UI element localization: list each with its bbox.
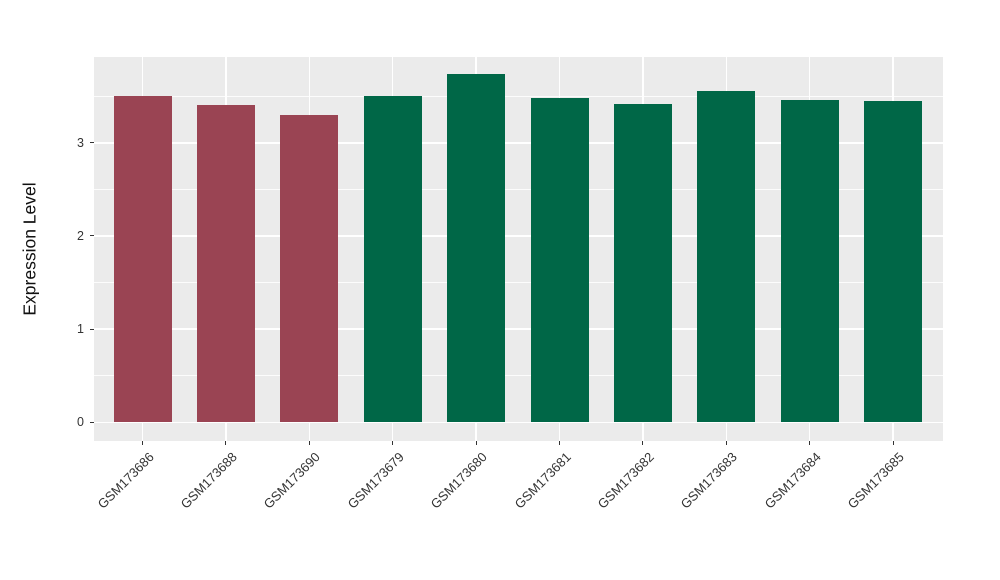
y-major-gridline: [94, 141, 943, 144]
bar-GSM173685: [864, 100, 923, 423]
bar-GSM173679: [363, 96, 422, 423]
x-tick-label-GSM173684: GSM173684: [761, 449, 824, 512]
x-tick-mark: [475, 441, 477, 445]
plot-panel: [94, 57, 943, 441]
x-tick-label-GSM173688: GSM173688: [177, 449, 240, 512]
x-tick-mark: [642, 441, 644, 445]
bar-GSM173686: [113, 96, 172, 423]
x-tick-mark: [559, 441, 560, 445]
x-tick-label-GSM173683: GSM173683: [677, 449, 741, 512]
y-major-gridline: [94, 421, 943, 424]
bar-GSM173690: [280, 114, 339, 423]
x-tick-label-GSM173681: GSM173681: [511, 449, 574, 512]
bar-GSM173680: [447, 73, 506, 423]
x-tick-label-GSM173679: GSM173679: [344, 449, 407, 512]
x-tick-label-GSM173685: GSM173685: [844, 449, 907, 512]
y-axis-title: Expression Level: [19, 182, 40, 316]
bar-GSM173684: [780, 99, 839, 423]
x-tick-label-GSM173682: GSM173682: [594, 449, 657, 512]
y-major-gridline: [94, 235, 943, 237]
y-tick-mark: [90, 421, 94, 423]
bar-GSM173681: [530, 98, 589, 423]
x-tick-mark: [392, 441, 394, 445]
bar-GSM173682: [613, 103, 672, 423]
y-tick-mark: [90, 142, 94, 144]
y-minor-gridline: [94, 188, 943, 190]
y-tick-label-1: 1: [77, 322, 84, 337]
y-tick-mark: [90, 235, 94, 237]
x-tick-label-GSM173686: GSM173686: [94, 449, 157, 512]
x-tick-mark: [308, 441, 310, 445]
y-minor-gridline: [94, 282, 943, 284]
x-tick-mark: [142, 441, 143, 445]
y-tick-mark: [90, 328, 94, 330]
x-tick-mark: [725, 441, 727, 445]
x-tick-mark: [809, 441, 811, 445]
y-minor-gridline: [94, 375, 943, 377]
x-tick-mark: [225, 441, 227, 445]
y-major-gridline: [94, 328, 943, 330]
y-minor-gridline: [94, 95, 943, 97]
y-tick-label-3: 3: [77, 135, 84, 150]
x-tick-mark: [892, 441, 894, 445]
x-tick-label-GSM173680: GSM173680: [427, 449, 490, 512]
bar-GSM173688: [196, 104, 255, 423]
x-tick-label-GSM173690: GSM173690: [260, 449, 324, 512]
y-tick-label-2: 2: [77, 228, 84, 243]
bar-GSM173683: [697, 91, 756, 423]
y-tick-label-0: 0: [77, 415, 84, 430]
